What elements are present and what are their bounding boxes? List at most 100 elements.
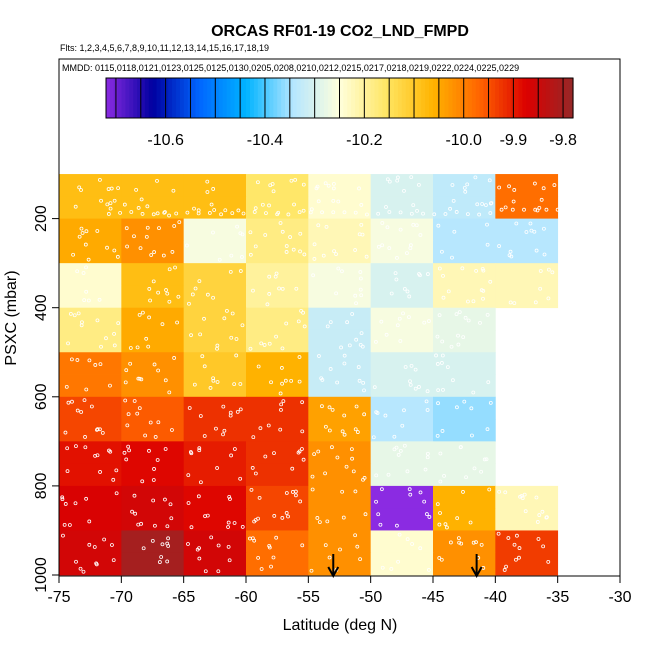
sample-point <box>417 182 421 187</box>
heatmap-cell <box>59 374 122 398</box>
sample-point <box>275 212 280 217</box>
sample-point <box>312 257 317 261</box>
colorbar-segment <box>133 78 138 118</box>
colorbar-segment <box>160 78 165 118</box>
sample-point <box>422 499 427 504</box>
heatmap-cell <box>59 463 122 487</box>
heatmap-cell <box>59 352 122 375</box>
sample-point <box>438 511 442 515</box>
sample-point <box>160 322 165 327</box>
heatmap-cell <box>370 441 434 465</box>
sample-point <box>222 428 227 433</box>
colorbar-segment <box>456 78 461 118</box>
heatmap-cell <box>246 485 309 509</box>
heatmap-cell <box>246 240 309 264</box>
sample-point <box>205 292 210 297</box>
colorbar-segment <box>370 78 376 118</box>
colorbar-segment <box>362 78 368 118</box>
sample-point <box>441 387 445 392</box>
sample-point <box>86 298 91 303</box>
sample-point <box>455 516 460 521</box>
sample-point <box>321 253 326 258</box>
sample-point <box>418 233 423 237</box>
sample-point <box>138 246 143 251</box>
sample-point <box>232 447 237 451</box>
sample-point <box>160 542 165 547</box>
sample-point <box>374 473 379 478</box>
sample-point <box>451 198 456 203</box>
sample-point <box>546 559 551 564</box>
sample-point <box>211 378 216 383</box>
sample-point <box>510 207 515 212</box>
sample-point <box>342 413 347 418</box>
heatmap-cell <box>370 263 434 286</box>
heatmap-cell <box>308 485 372 509</box>
sample-point <box>461 490 465 494</box>
sample-point <box>342 210 347 215</box>
sample-point <box>308 210 313 215</box>
sample-point <box>355 544 360 549</box>
heatmap-cell <box>370 196 434 219</box>
sample-point <box>288 235 292 239</box>
sample-point <box>147 448 151 453</box>
sample-point <box>152 362 157 367</box>
heatmap-cell <box>183 307 247 331</box>
sample-point <box>327 428 332 433</box>
sample-point <box>268 183 273 188</box>
sample-point <box>364 254 369 259</box>
colorbar-segment <box>440 78 446 118</box>
sample-point <box>578 207 583 212</box>
sample-point <box>442 473 446 478</box>
sample-point <box>408 492 413 497</box>
sample-point <box>414 223 419 228</box>
sample-point <box>300 543 305 548</box>
sample-point <box>252 210 257 214</box>
sample-point <box>84 496 89 501</box>
sample-point <box>198 332 203 337</box>
sample-point <box>422 320 427 325</box>
colorbar-segment <box>417 78 422 118</box>
sample-point <box>380 565 385 570</box>
heatmap-cell <box>59 307 122 331</box>
sample-point <box>309 568 314 573</box>
sample-point <box>401 311 405 316</box>
colorbar-segment <box>176 78 181 118</box>
sample-point <box>92 545 97 549</box>
colorbar-tick-label: -10.2 <box>346 132 383 149</box>
sample-point <box>345 320 350 325</box>
heatmap-cell <box>59 419 122 442</box>
sample-point <box>106 212 111 216</box>
sample-point <box>397 316 402 321</box>
sample-point <box>199 480 203 485</box>
sample-point <box>279 407 283 412</box>
sample-point <box>479 288 484 293</box>
sample-point <box>335 380 340 385</box>
sample-point <box>132 399 137 403</box>
sample-point <box>149 253 154 257</box>
heatmap-cell <box>308 352 372 375</box>
heatmap-cell <box>370 463 434 487</box>
sample-point <box>86 257 91 262</box>
sample-point <box>170 250 175 254</box>
sample-point <box>541 186 546 191</box>
sample-point <box>466 318 471 323</box>
sample-point <box>481 268 486 273</box>
sample-point <box>398 227 403 232</box>
sample-point <box>317 354 321 358</box>
sample-point <box>384 332 389 337</box>
colorbar-segment <box>121 78 127 118</box>
colorbar-segment <box>172 78 177 118</box>
colorbar-segment <box>199 78 204 118</box>
heatmap-cell <box>246 329 309 353</box>
heatmap-cell <box>59 263 122 286</box>
sample-point <box>471 299 476 304</box>
sample-point <box>485 427 490 432</box>
heatmap-cell <box>433 374 496 398</box>
sample-point <box>67 523 72 527</box>
sample-point <box>64 384 69 389</box>
sample-point <box>506 536 511 540</box>
sample-point <box>334 252 338 257</box>
sample-point <box>112 198 117 203</box>
sample-point <box>508 300 513 305</box>
sample-point <box>269 564 273 569</box>
